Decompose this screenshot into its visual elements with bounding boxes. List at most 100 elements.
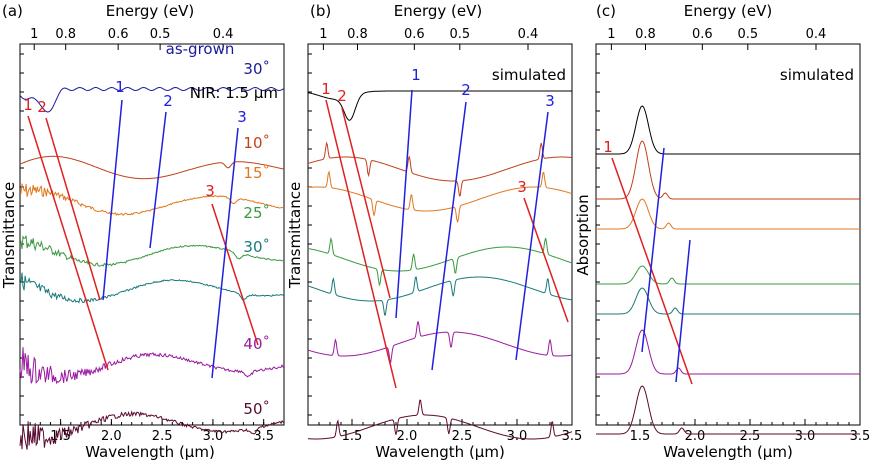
- dispersion-line-red: [211, 203, 259, 346]
- series-line-simulated: [307, 90, 572, 121]
- x-tick-label: 2.0: [397, 429, 418, 444]
- panel-a-label: (a): [2, 2, 23, 20]
- panel-a-xlabel: Wavelength (μm): [85, 443, 215, 461]
- x-tick-label: 1.5: [342, 429, 363, 444]
- mode-label: 3: [237, 108, 247, 126]
- x-tick-label: 3.5: [562, 429, 583, 444]
- top-tick-label: 0.4: [213, 27, 234, 42]
- top-tick-label: 0.8: [635, 27, 656, 42]
- series-line-10°: [596, 140, 860, 200]
- top-tick-label: 0.5: [449, 27, 470, 42]
- panel-b-xlabel: Wavelength (μm): [375, 443, 505, 461]
- panel-b-ylabel: Transmittance: [286, 182, 304, 289]
- simulated-label: simulated: [780, 66, 854, 84]
- series-line-50°: [308, 399, 573, 440]
- mode-label: 2: [163, 92, 173, 110]
- series-label: 10˚: [243, 134, 270, 152]
- mode-label: 1: [411, 66, 421, 84]
- series-line-25°: [596, 265, 860, 285]
- top-tick-label: 0.4: [518, 27, 539, 42]
- panel-b-label: (b): [310, 2, 331, 20]
- mode-label: 3: [517, 178, 527, 196]
- mode-label: 1: [321, 80, 331, 98]
- x-tick-label: 2.5: [152, 429, 173, 444]
- top-tick-label: 1: [319, 27, 327, 42]
- dispersion-line-red: [611, 157, 693, 385]
- mode-label: 1: [23, 96, 33, 114]
- top-tick-label: 0.6: [108, 27, 129, 42]
- mode-label: 1: [115, 78, 125, 96]
- series-line-15°: [307, 170, 573, 223]
- panel-c-frame: [595, 43, 861, 426]
- series-line-30°: [307, 276, 573, 316]
- panel-a-ylabel: Transmittance: [0, 182, 18, 289]
- x-tick-label: 3.0: [795, 429, 816, 444]
- panel-a: (a) Energy (eV) Wavelength (μm) Transmit…: [0, 2, 285, 461]
- panel-c-ylabel: Absorption: [574, 194, 592, 275]
- series-line-15°: [596, 198, 860, 230]
- dispersion-line-blue: [102, 99, 123, 301]
- dispersion-line-blue: [395, 89, 413, 319]
- top-tick-label: 0.5: [150, 27, 171, 42]
- x-tick-label: 3.0: [203, 429, 224, 444]
- x-tick-label: 2.5: [452, 429, 473, 444]
- series-line-10°: [307, 141, 573, 197]
- dispersion-line-red: [45, 117, 101, 301]
- panel-b-top-label: Energy (eV): [394, 2, 482, 20]
- x-tick-label: 2.0: [685, 429, 706, 444]
- top-tick-label: 0.8: [55, 27, 76, 42]
- series-label: 40˚: [243, 335, 270, 353]
- series-line-40°: [596, 329, 860, 375]
- dispersion-line-blue: [515, 111, 549, 361]
- dispersion-line-red: [523, 197, 569, 323]
- panel-c-xlabel: Wavelength (μm): [663, 443, 793, 461]
- panel-c: (c) Energy (eV) Wavelength (μm) Absorpti…: [574, 2, 870, 461]
- dispersion-line-blue: [675, 239, 691, 383]
- top-tick-label: 1: [607, 27, 615, 42]
- x-tick-label: 3.0: [507, 429, 528, 444]
- mode-label: 2: [461, 81, 471, 99]
- series-line-40°: [19, 347, 285, 385]
- top-tick-label: 1: [30, 27, 38, 42]
- panel-a-top-label: Energy (eV): [106, 2, 194, 20]
- dispersion-line-blue: [149, 111, 167, 249]
- dispersion-line-red: [27, 115, 109, 371]
- x-tick-label: 2.0: [101, 429, 122, 444]
- panel-c-top-label: Energy (eV): [684, 2, 772, 20]
- top-tick-label: 0.6: [692, 27, 713, 42]
- series-line-50°: [596, 385, 860, 435]
- dispersion-line-red: [341, 107, 391, 299]
- series-line-50°: [19, 410, 285, 450]
- series-line-40°: [307, 321, 573, 364]
- series-label: 30˚: [243, 60, 270, 78]
- series-line-25°: [19, 235, 285, 267]
- dispersion-line-blue: [431, 101, 467, 371]
- as-grown-label: as-grown: [166, 40, 235, 58]
- dispersion-line-red: [325, 99, 397, 389]
- series-line-30°: [19, 272, 285, 304]
- series-line-10°: [19, 155, 285, 180]
- top-tick-label: 0.4: [806, 27, 827, 42]
- dispersion-line-blue: [211, 127, 239, 379]
- simulated-label: simulated: [492, 66, 566, 84]
- mode-label: 3: [205, 182, 215, 200]
- series-line-as-grown: [19, 86, 285, 113]
- x-tick-label: 3.5: [253, 429, 274, 444]
- mode-label: 2: [337, 87, 347, 105]
- top-tick-label: 0.6: [404, 27, 425, 42]
- series-line-25°: [307, 236, 573, 287]
- mode-label: 3: [545, 92, 555, 110]
- panel-c-label: (c): [596, 2, 616, 20]
- top-tick-label: 0.8: [347, 27, 368, 42]
- x-tick-label: 3.5: [850, 429, 871, 444]
- panel-b: (b) Energy (eV) Wavelength (μm) Transmit…: [286, 2, 582, 461]
- series-label: 15˚: [243, 164, 270, 182]
- series-label: 25˚: [243, 204, 270, 222]
- series-line-30°: [596, 287, 860, 315]
- dispersion-line-blue: [641, 147, 665, 353]
- series-label: 50˚: [243, 400, 270, 418]
- series-line-15°: [19, 182, 285, 216]
- series-label: 30˚: [243, 238, 270, 256]
- mode-label: 2: [37, 98, 47, 116]
- mode-label: 1: [603, 138, 613, 156]
